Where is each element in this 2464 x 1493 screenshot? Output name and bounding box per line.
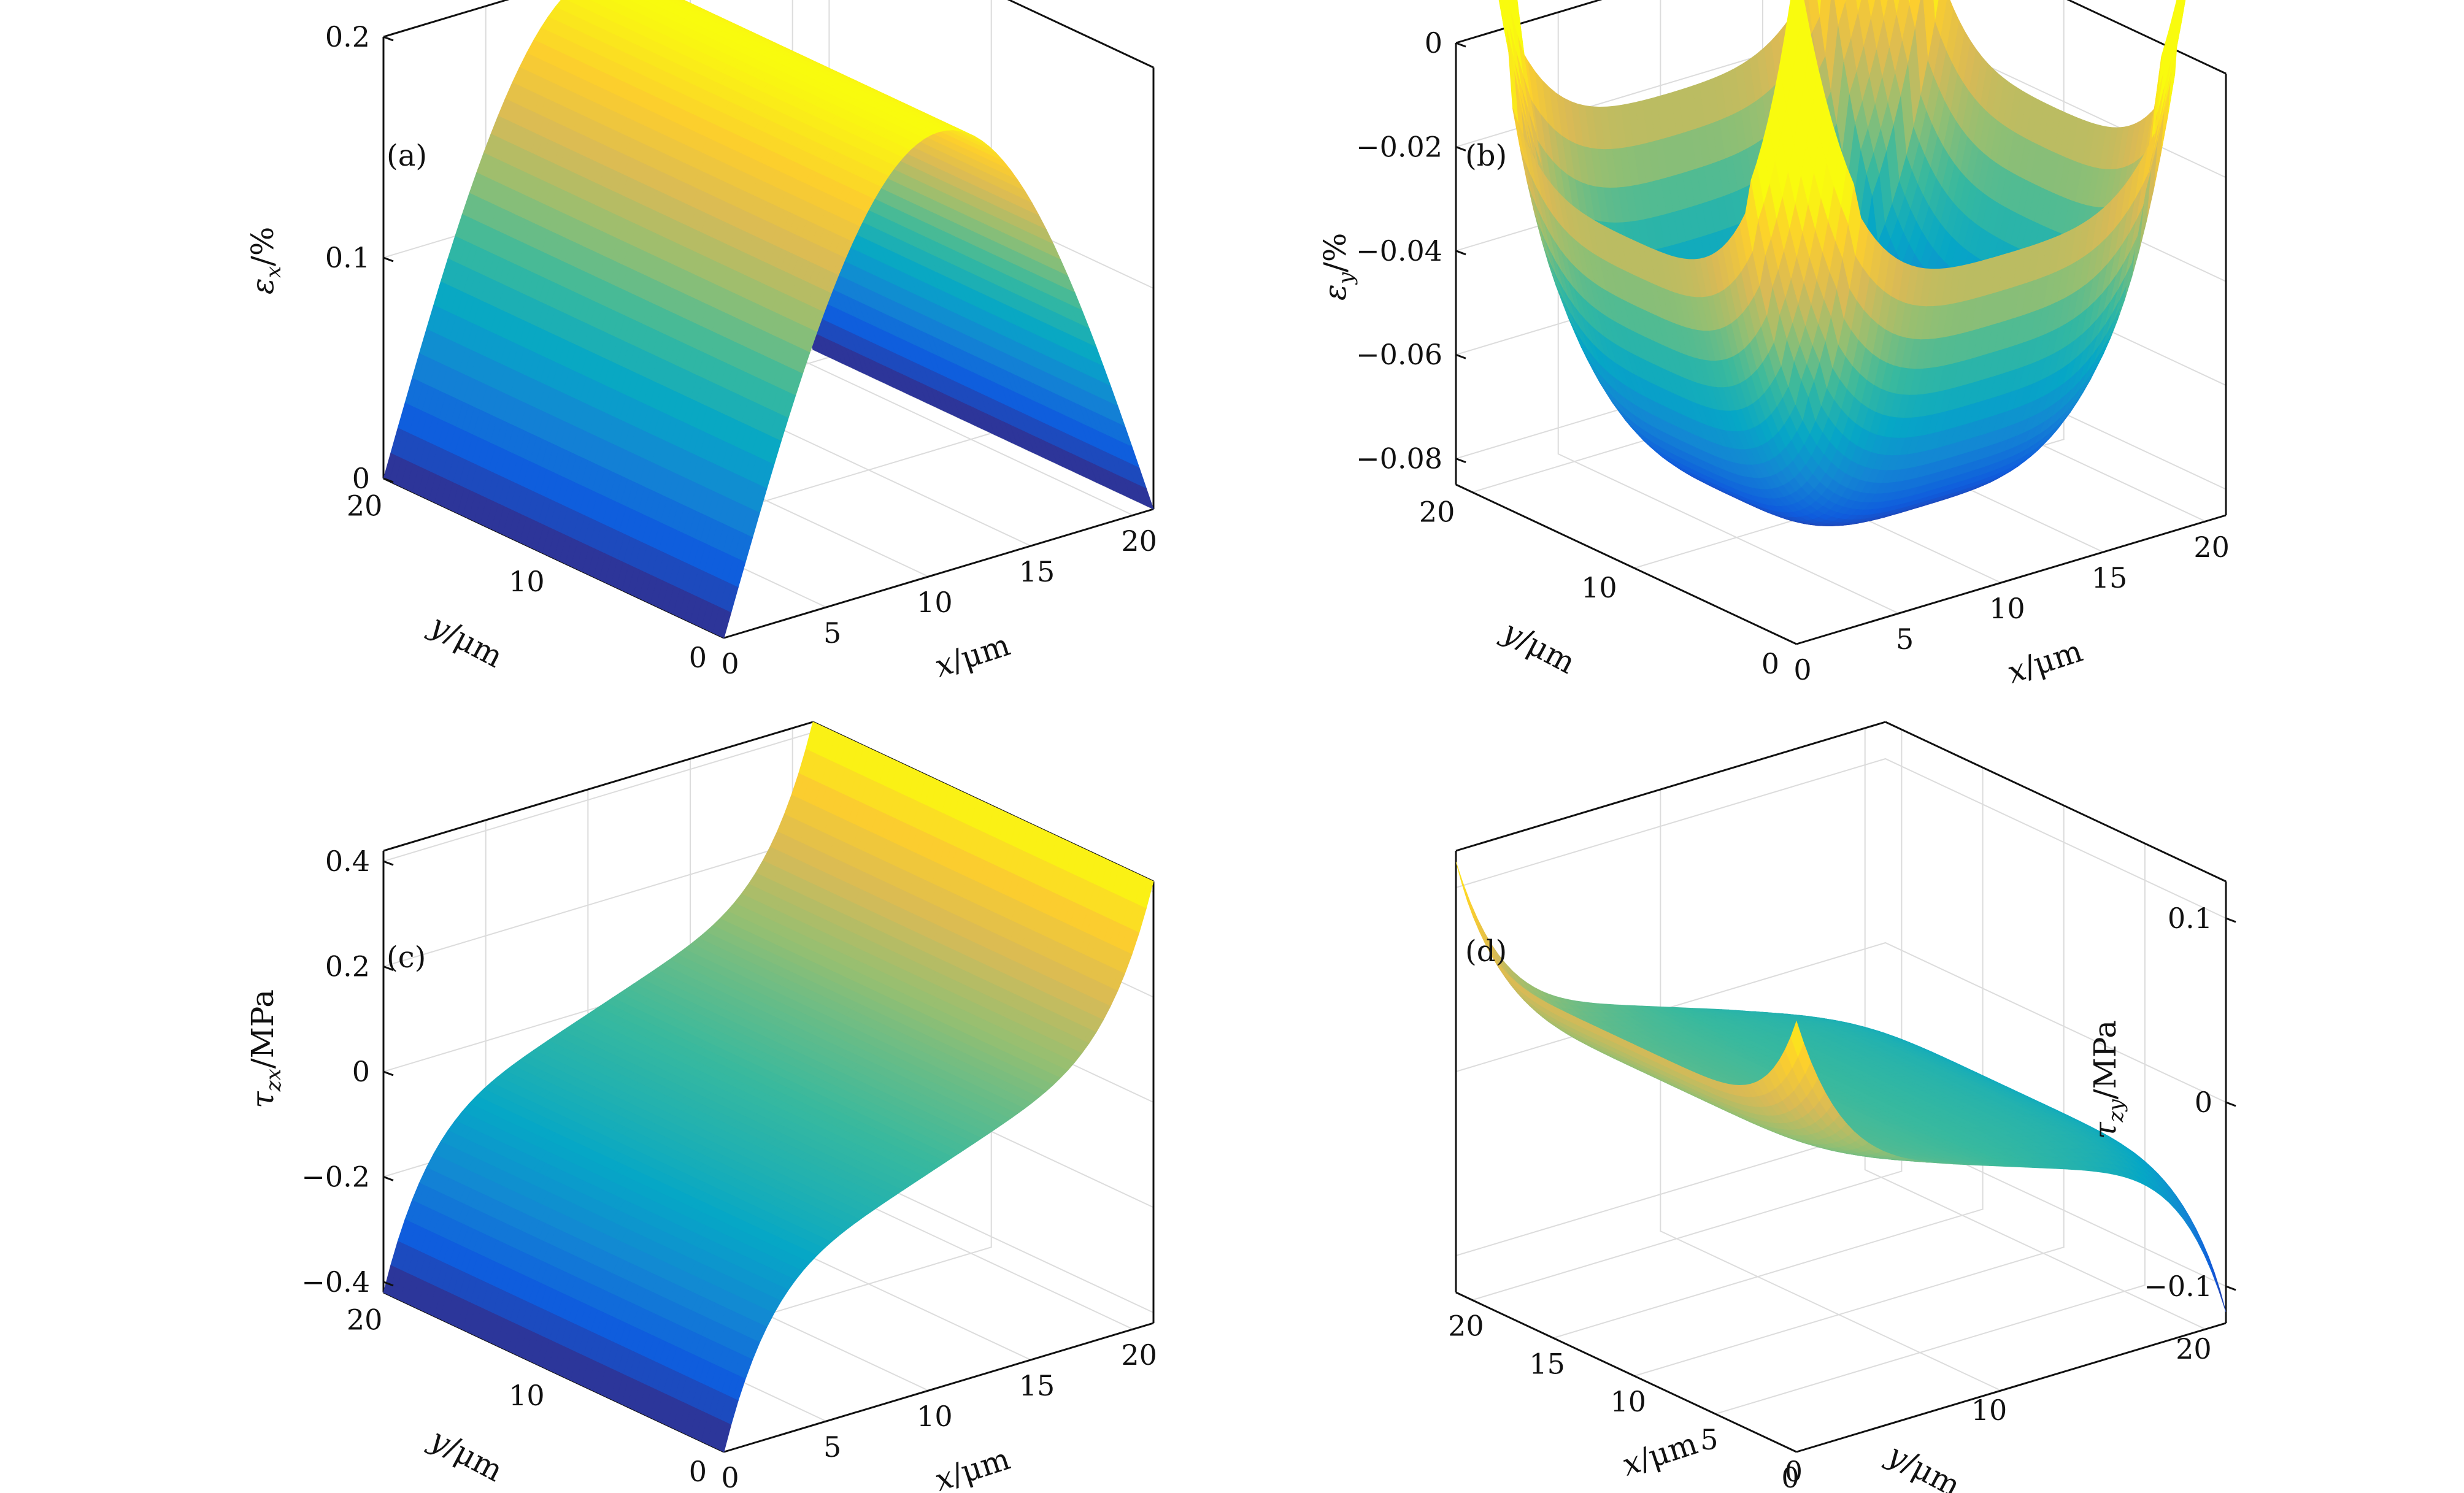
x-tick-label: 15 xyxy=(1019,555,1055,588)
box-edge xyxy=(383,0,510,38)
y-axis-label: y/μm xyxy=(423,607,509,675)
surface-patch xyxy=(718,609,732,639)
z-axis-label: εx/% xyxy=(245,227,286,294)
z-tick xyxy=(383,477,394,483)
z-tick-label: 0.1 xyxy=(325,241,370,274)
surface-patch xyxy=(1893,0,1900,15)
box-edge xyxy=(1455,0,1603,44)
surface xyxy=(1498,0,2186,527)
z-tick xyxy=(383,36,394,42)
box-edge xyxy=(1007,0,1154,69)
panel-label: (a) xyxy=(387,139,427,173)
panel-a: 0 0.1 0.2 0 5 10 15 20 0 10 20 εx/% x/μm y/μm (a) xyxy=(0,0,1232,746)
y-tick-label: 10 xyxy=(509,565,545,598)
surface-patch xyxy=(643,0,653,2)
x-axis-label: x/μm xyxy=(930,627,1014,685)
x-tick-label: 20 xyxy=(1121,524,1157,558)
box-edge xyxy=(1455,483,1797,645)
surface xyxy=(383,0,1154,639)
surface-patch xyxy=(1879,0,1888,20)
y-tick-label: 20 xyxy=(347,489,383,522)
chart-svg: −0.08−0.06−0.04−0.0200510152001020εy/%x/… xyxy=(1317,0,2230,691)
x-tick-label: 0 xyxy=(721,647,739,680)
x-tick-label: 10 xyxy=(917,586,953,619)
surface-patch xyxy=(1867,0,1876,20)
z-tick-label: 0 xyxy=(352,462,370,495)
surface-patch xyxy=(1817,0,1822,18)
x-tick-label: 5 xyxy=(823,616,841,650)
box-edge xyxy=(723,508,1154,639)
z-tick-label: 0.2 xyxy=(325,20,370,53)
box-edge xyxy=(1796,514,2227,645)
z-tick xyxy=(383,256,394,263)
panel-b: −0.08 −0.06 −0.04 −0.02 0 0 5 10 15 20 0 10 20 εy/% x/… xyxy=(1232,0,2464,746)
surface-patch xyxy=(1855,0,1862,13)
y-tick-label: 0 xyxy=(689,641,707,674)
